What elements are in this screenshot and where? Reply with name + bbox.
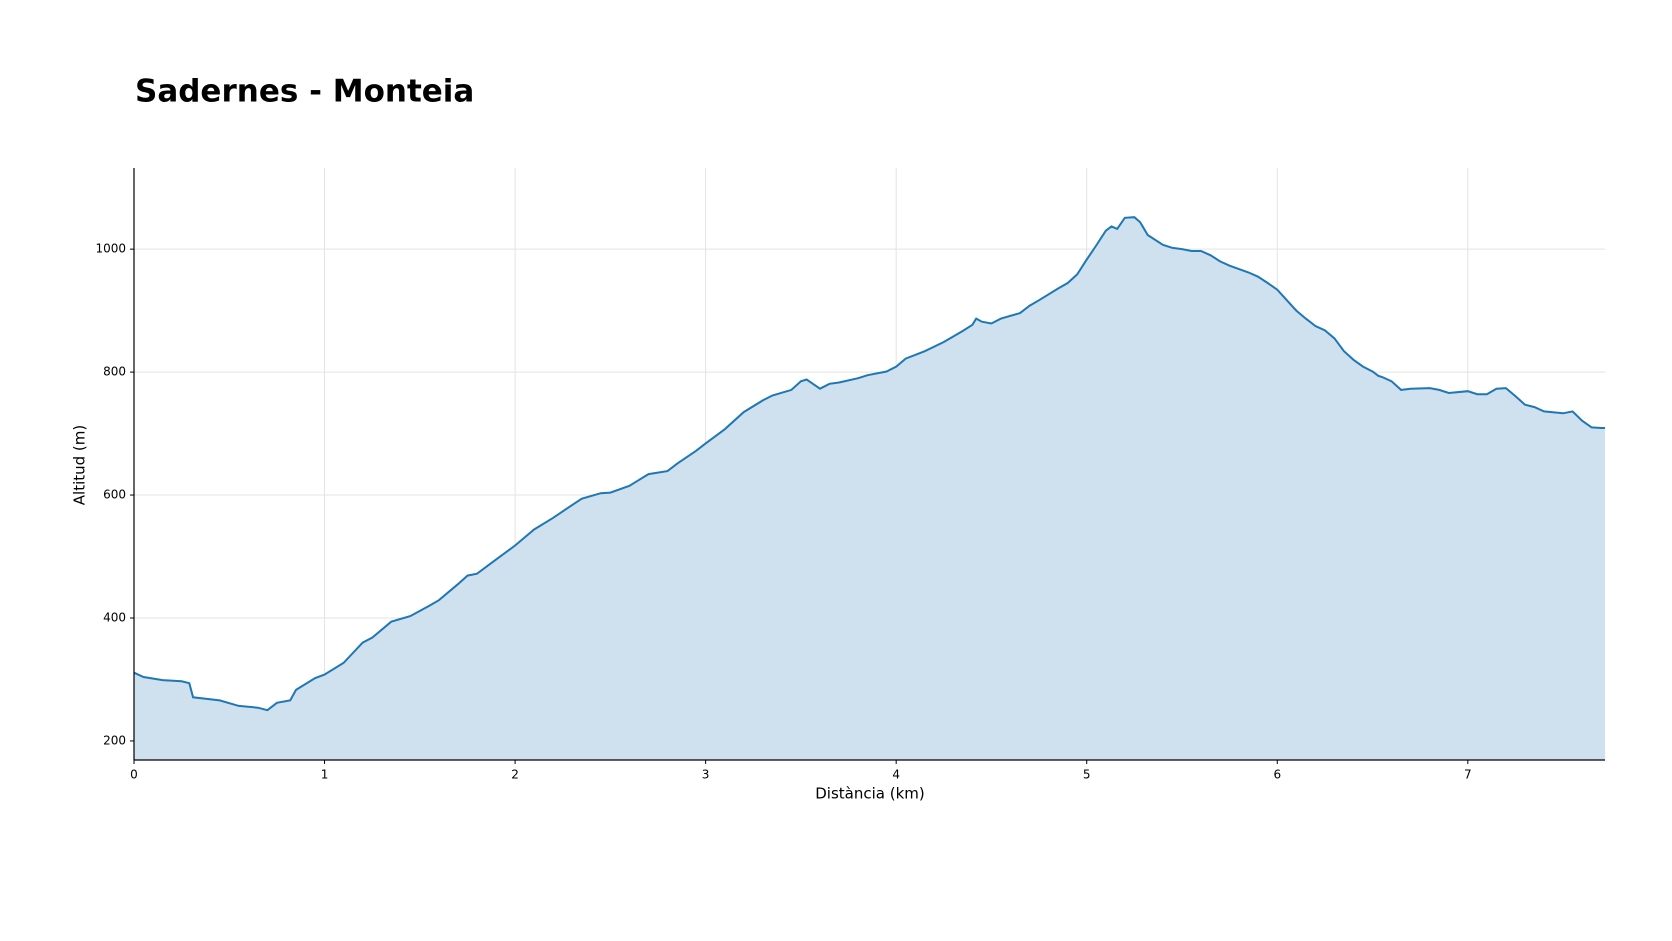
x-tick-label: 4 [892, 768, 900, 782]
x-tick-label: 0 [130, 768, 138, 782]
y-tick-label: 800 [103, 365, 126, 379]
y-tick-label: 600 [103, 488, 126, 502]
x-tick-label: 2 [511, 768, 519, 782]
x-tick-label: 3 [702, 768, 710, 782]
x-tick-label: 5 [1083, 768, 1091, 782]
x-axis-label: Distància (km) [815, 785, 925, 803]
x-tick-label: 7 [1464, 768, 1472, 782]
y-axis-label: Altitud (m) [71, 425, 89, 505]
x-tick-label: 1 [321, 768, 329, 782]
y-tick-label: 200 [103, 733, 126, 747]
elevation-line [133, 216, 1605, 712]
y-tick-label: 400 [103, 610, 126, 624]
x-tick-label: 6 [1273, 768, 1281, 782]
area-fill [134, 217, 1605, 760]
y-tick-label: 1000 [95, 242, 126, 256]
chart-title: Sadernes - Monteia [135, 74, 474, 110]
